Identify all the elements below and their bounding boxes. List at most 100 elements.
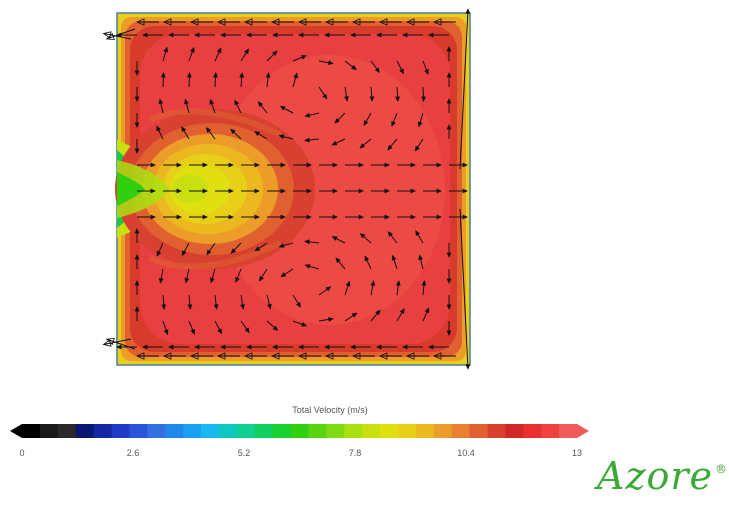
vector-arrowhead: [399, 68, 404, 75]
colorbar-segment: [254, 424, 274, 438]
vector-arrowhead: [230, 128, 236, 135]
vector-arrowhead: [293, 72, 298, 79]
vector-arrowhead: [240, 304, 245, 310]
vector-arrowhead: [136, 18, 145, 26]
vector-arrow: [103, 338, 132, 345]
colorbar-segment: [39, 424, 59, 438]
vector-arrowhead: [102, 31, 112, 39]
colorbar-segment: [487, 424, 506, 438]
vector-arrow: [106, 338, 136, 350]
colorbar-tick-label: 10.4: [457, 448, 475, 458]
vector-arrowhead: [350, 32, 356, 38]
vector-arrowhead: [446, 252, 452, 258]
vector-arrowhead: [358, 188, 364, 194]
vector-arrowhead: [186, 72, 192, 78]
vector-arrowhead: [402, 344, 408, 350]
contour-jet-7: [172, 175, 208, 203]
vector-arrowhead: [161, 304, 167, 311]
colorbar-segment: [397, 424, 417, 438]
vector-arrowhead: [406, 18, 415, 26]
colorbar-segment: [147, 424, 166, 438]
vector-arrowhead: [246, 32, 252, 38]
vector-arrowhead: [433, 352, 442, 360]
vector-arrowhead: [325, 18, 334, 26]
vector-arrowhead: [298, 352, 307, 360]
vector-arrowhead: [414, 145, 420, 152]
vector-arrow: [459, 208, 469, 369]
vector-arrowhead: [376, 344, 382, 350]
vector-arrowhead: [304, 112, 311, 118]
vector-arrowhead: [410, 162, 416, 168]
vector-arrowhead: [391, 254, 397, 261]
vector-arrow: [106, 28, 136, 40]
vector-arrowhead: [134, 70, 140, 76]
colorbar-segment: [344, 424, 363, 438]
vector-arrowhead: [244, 352, 253, 360]
vector-arrowhead: [462, 162, 468, 168]
vector-arrowhead: [436, 214, 442, 220]
vector-arrowhead: [150, 214, 156, 220]
vector-arrowhead: [298, 32, 304, 38]
vector-arrowhead: [228, 162, 234, 168]
vector-arrowhead: [332, 214, 338, 220]
colorbar-segment: [75, 424, 95, 438]
vector-arrowhead: [350, 344, 356, 350]
colorbar-segment: [22, 424, 41, 438]
vector-arrowhead: [301, 321, 308, 327]
contour-field: [115, 12, 471, 366]
vector-arrowhead: [379, 352, 388, 360]
vector-arrowhead: [344, 96, 349, 102]
colorbar-segment: [433, 424, 453, 438]
vector-arrowhead: [417, 121, 423, 128]
colorbar: [10, 424, 589, 438]
vector-arrowhead: [384, 162, 390, 168]
vector-arrowhead: [272, 50, 278, 56]
vector-arrowhead: [150, 162, 156, 168]
vector-arrowhead: [220, 32, 226, 38]
contour-jet-inlet: [117, 172, 145, 206]
vector-arrowhead: [258, 275, 264, 282]
vector-arrowhead: [163, 329, 169, 336]
vector-arrowhead: [254, 188, 260, 194]
vector-arrowhead: [102, 339, 112, 347]
vector-arrowhead: [331, 236, 338, 241]
vector-arrowhead: [257, 101, 264, 107]
vector-arrowhead: [254, 246, 261, 252]
vector-arrowhead: [335, 257, 341, 264]
vector-arrowhead: [244, 327, 250, 334]
vector-arrowhead: [184, 277, 190, 284]
vector-arrowhead: [462, 188, 468, 194]
vector-arrowhead: [363, 120, 369, 127]
vector-arrowhead: [267, 303, 272, 310]
vector-arrowhead: [428, 32, 434, 38]
contour-upper-sweep: [148, 108, 282, 138]
colorbar-segment: [129, 424, 148, 438]
vector-arrowhead: [402, 32, 408, 38]
vector-arrowhead: [387, 231, 394, 237]
colorbar-segment: [201, 424, 220, 438]
vector-arrowhead: [280, 188, 286, 194]
vector-arrowhead: [280, 214, 286, 220]
vector-arrowhead: [202, 214, 208, 220]
vector-arrowhead: [244, 48, 250, 55]
colorbar-segment: [57, 424, 77, 438]
vector-arrowhead: [209, 98, 215, 105]
colorbar-segment: [469, 424, 489, 438]
colorbar-tick-label: 7.8: [348, 448, 362, 458]
vector-arrowhead: [446, 46, 452, 52]
vector-arrowhead: [234, 99, 240, 106]
colorbar-segment: [308, 424, 327, 438]
colorbar-segment: [290, 424, 310, 438]
vector-arrowhead: [189, 46, 195, 53]
velocity-vectors: [102, 8, 471, 370]
vector-arrowhead: [176, 188, 182, 194]
vector-arrowhead: [228, 214, 234, 220]
vector-arrowhead: [324, 344, 330, 350]
vector-arrowhead: [364, 255, 370, 262]
vector-arrowhead: [352, 352, 361, 360]
vector-arrowhead: [358, 214, 364, 220]
colorbar-segment: [415, 424, 435, 438]
vector-arrowhead: [436, 188, 442, 194]
vector-arrowhead: [369, 96, 375, 102]
vector-arrowhead: [306, 188, 312, 194]
